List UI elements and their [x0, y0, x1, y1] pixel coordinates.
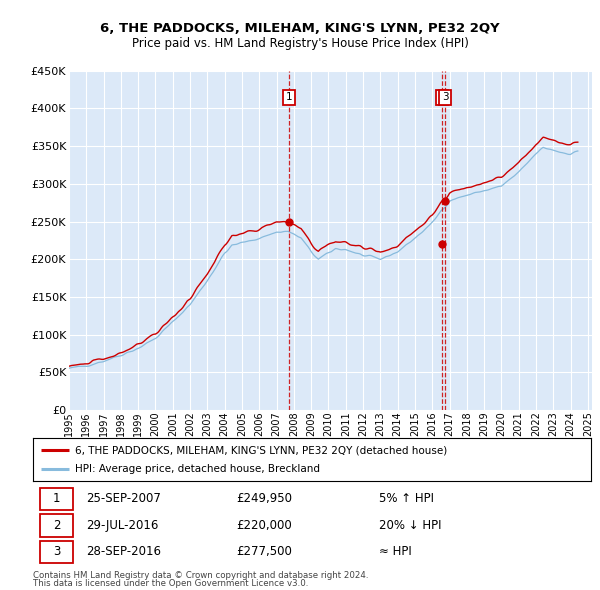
Text: 29-JUL-2016: 29-JUL-2016 [86, 519, 158, 532]
Text: 5% ↑ HPI: 5% ↑ HPI [379, 492, 434, 505]
Text: 2: 2 [439, 92, 445, 102]
FancyBboxPatch shape [40, 488, 73, 510]
Text: Contains HM Land Registry data © Crown copyright and database right 2024.: Contains HM Land Registry data © Crown c… [33, 571, 368, 579]
Text: 2: 2 [53, 519, 60, 532]
Text: 1: 1 [53, 492, 60, 505]
Text: 3: 3 [53, 545, 60, 558]
FancyBboxPatch shape [40, 514, 73, 537]
Text: 25-SEP-2007: 25-SEP-2007 [86, 492, 161, 505]
Text: Price paid vs. HM Land Registry's House Price Index (HPI): Price paid vs. HM Land Registry's House … [131, 37, 469, 50]
Text: 6, THE PADDOCKS, MILEHAM, KING'S LYNN, PE32 2QY: 6, THE PADDOCKS, MILEHAM, KING'S LYNN, P… [100, 22, 500, 35]
Text: 28-SEP-2016: 28-SEP-2016 [86, 545, 161, 558]
Text: £277,500: £277,500 [236, 545, 293, 558]
FancyBboxPatch shape [40, 541, 73, 563]
Text: 3: 3 [442, 92, 448, 102]
Text: £249,950: £249,950 [236, 492, 293, 505]
Text: 1: 1 [286, 92, 293, 102]
Text: 6, THE PADDOCKS, MILEHAM, KING'S LYNN, PE32 2QY (detached house): 6, THE PADDOCKS, MILEHAM, KING'S LYNN, P… [75, 445, 447, 455]
Text: ≈ HPI: ≈ HPI [379, 545, 412, 558]
Text: HPI: Average price, detached house, Breckland: HPI: Average price, detached house, Brec… [75, 464, 320, 474]
Text: 20% ↓ HPI: 20% ↓ HPI [379, 519, 442, 532]
Text: £220,000: £220,000 [236, 519, 292, 532]
Text: This data is licensed under the Open Government Licence v3.0.: This data is licensed under the Open Gov… [33, 579, 308, 588]
